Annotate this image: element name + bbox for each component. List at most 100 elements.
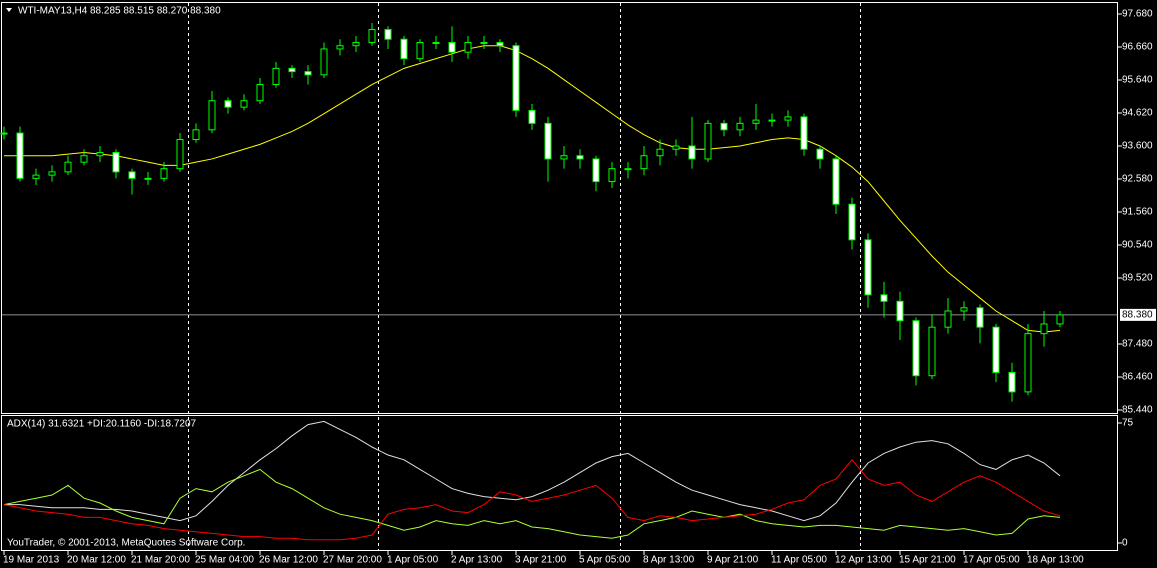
indicator-title: ADX(14) 31.6321 +DI:20.1160 -DI:18.7207 [7,419,197,430]
candle-body [832,158,840,205]
candle-body [288,67,296,73]
candle-body [96,151,104,157]
quote: 88.285 88.515 88.270 88.380 [90,6,221,17]
y-tick-label: 93.600 [1122,141,1153,152]
price-label-box [1120,308,1156,321]
candle-body [560,155,568,160]
candle-body [304,71,312,76]
x-tick-label: 25 Mar 04:00 [195,555,254,566]
x-tick-label: 26 Mar 12:00 [259,555,318,566]
candle-body [912,320,920,377]
y-tick-label: 86.460 [1122,372,1153,383]
y-tick-label: 85.440 [1122,405,1153,416]
candle-body [224,100,232,108]
candle-body [1008,371,1016,393]
candle-body [176,139,184,170]
y-tick-label: 97.680 [1122,9,1153,20]
y-tick-label: 94.620 [1122,108,1153,119]
candle-body [752,119,760,124]
candle-body [1024,333,1032,393]
candle-body [400,38,408,60]
candle-body [384,29,392,40]
x-tick-label: 3 Apr 21:00 [515,555,567,566]
x-tick-label: 19 Mar 2013 [3,555,60,566]
candle-body [784,116,792,121]
candle-body [32,174,40,179]
candle-body [336,45,344,50]
candle-body [16,132,24,179]
menu-icon[interactable] [6,8,12,12]
y-tick-label: 89.520 [1122,273,1153,284]
y-tick-label: 0 [1122,538,1128,549]
candle-body [800,116,808,150]
y-tick-label: 96.660 [1122,42,1153,53]
candle-body [208,100,216,131]
x-tick-label: 27 Mar 20:00 [323,555,382,566]
x-tick-label: 17 Apr 05:00 [963,555,1020,566]
x-tick-label: 2 Apr 13:00 [451,555,503,566]
y-tick-label: 91.560 [1122,207,1153,218]
indicator-panel [1,415,1118,551]
x-tick-label: 1 Apr 05:00 [387,555,439,566]
candle-body [112,151,120,173]
candle-body [848,203,856,241]
price-label: 88.380 [1122,310,1153,321]
x-tick-label: 21 Mar 20:00 [131,555,190,566]
candle-body [512,45,520,111]
candle-body [720,122,728,131]
x-tick-label: 5 Apr 05:00 [579,555,631,566]
candle-body [704,122,712,160]
candle-body [576,155,584,160]
y-tick-label: 95.640 [1122,75,1153,86]
candle-body [480,41,488,44]
candle-body [992,326,1000,373]
candle-body [592,158,600,183]
candle-body [864,239,872,296]
x-tick-label: 20 Mar 12:00 [67,555,126,566]
candle-body [528,109,536,124]
indicator-line [3,459,1061,541]
x-tick-label: 15 Apr 21:00 [899,555,956,566]
separators [188,3,861,551]
candle-body [640,155,648,170]
x-tick-label: 11 Apr 05:00 [771,555,827,566]
candle-body [368,29,376,43]
candle-body [608,168,616,183]
candle-body [896,300,904,322]
candle-body [672,145,680,150]
moving-average [4,45,1061,333]
candle-body [688,145,696,160]
candle-body [80,155,88,163]
candle-body [496,41,504,47]
y-tick-label: 87.480 [1122,339,1153,350]
candle-body [976,307,984,328]
candle-body [624,168,632,171]
candle-body [416,41,424,60]
candle-body [1040,323,1048,335]
candle-body [192,129,200,141]
candle-body [64,161,72,173]
candle-body [48,171,56,176]
x-tick-label: 9 Apr 21:00 [707,555,759,566]
candle-body [1056,314,1064,325]
indicator-line [3,468,1061,539]
x-tick-label: 12 Apr 13:00 [835,555,892,566]
candle-body [448,41,456,53]
candle-body [656,148,664,157]
candle-body [736,122,744,131]
candle-body [240,100,248,108]
candle-body [0,132,8,135]
candle-body [160,168,168,179]
candle-body [960,307,968,312]
copyright: YouTrader, © 2001-2013, MetaQuotes Softw… [7,538,245,549]
candle-body [352,41,360,47]
candle-body [944,310,952,328]
candle-body [256,84,264,102]
y-tick-label: 92.580 [1122,174,1153,185]
candle-body [928,326,936,377]
x-tick-label: 18 Apr 13:00 [1027,555,1084,566]
candle-body [144,177,152,180]
candle-body [464,41,472,53]
y-tick-label: 90.540 [1122,240,1153,251]
